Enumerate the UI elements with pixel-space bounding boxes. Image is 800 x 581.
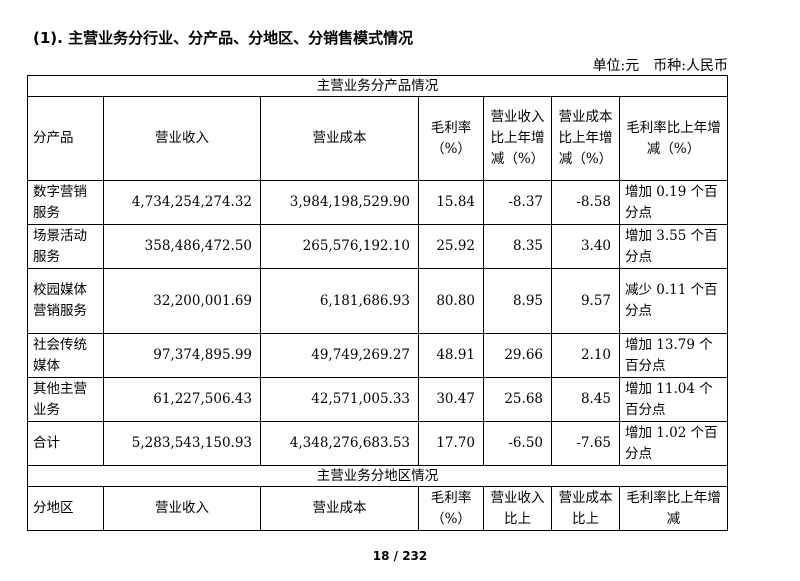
row-revenue-change: 25.68 (483, 377, 552, 422)
row-margin-change: 增加 3.55 个百分点 (618, 224, 729, 269)
row-revenue-change: -6.50 (483, 421, 552, 466)
row-cost-change: 9.57 (551, 268, 620, 334)
header-cost-change: 营业成本比上年增减（%） (551, 96, 620, 181)
table-row: 社会传统媒体 97,374,895.99 49,749,269.27 48.91… (27, 333, 729, 378)
table-row: 数字营销服务 4,734,254,274.32 3,984,198,529.90… (27, 180, 729, 225)
row-name: 数字营销服务 (27, 180, 104, 225)
header-product: 分产品 (27, 96, 104, 181)
row-revenue: 5,283,543,150.93 (103, 421, 261, 466)
row-margin-change: 增加 1.02 个百分点 (618, 421, 729, 466)
page-number: 18 / 232 (372, 549, 428, 563)
row-cost-change: 2.10 (551, 333, 620, 378)
unit-label: 单位:元 (592, 58, 640, 74)
row-revenue: 4,734,254,274.32 (103, 180, 261, 225)
product-section-title: 主营业务分产品情况 (26, 75, 729, 97)
product-section-title-row: 主营业务分产品情况 (26, 75, 729, 97)
row-cost-change: -7.65 (551, 421, 620, 466)
row-cost-change: 8.45 (551, 377, 620, 422)
row-margin: 17.70 (418, 421, 484, 466)
row-margin: 30.47 (418, 377, 484, 422)
row-cost: 4,348,276,683.53 (260, 421, 419, 466)
header-margin-change: 毛利率比上年增减 (618, 486, 729, 531)
row-cost: 265,576,192.10 (260, 224, 419, 269)
row-margin: 25.92 (418, 224, 484, 269)
table-row: 其他主营业务 61,227,506.43 42,571,005.33 30.47… (27, 377, 729, 422)
table-row: 校园媒体营销服务 32,200,001.69 6,181,686.93 80.8… (27, 268, 729, 334)
row-cost: 6,181,686.93 (260, 268, 419, 334)
product-header-row: 分产品 营业收入 营业成本 毛利率（%） 营业收入比上年增减（%） 营业成本比上… (27, 96, 729, 181)
header-revenue: 营业收入 (103, 96, 261, 181)
header-cost: 营业成本 (260, 96, 419, 181)
row-cost-change: -8.58 (551, 180, 620, 225)
row-revenue: 97,374,895.99 (103, 333, 261, 378)
row-name: 校园媒体营销服务 (27, 268, 104, 334)
header-cost-change: 营业成本比上 (551, 486, 620, 531)
header-margin: 毛利率（%） (418, 96, 484, 181)
header-revenue-change: 营业收入比上年增减（%） (483, 96, 552, 181)
row-margin: 15.84 (418, 180, 484, 225)
row-revenue-change: 29.66 (483, 333, 552, 378)
row-margin-change: 增加 13.79 个百分点 (618, 333, 729, 378)
row-margin-change: 增加 11.04 个百分点 (618, 377, 729, 422)
row-margin-change: 增加 0.19 个百分点 (618, 180, 729, 225)
row-name: 场景活动服务 (27, 224, 104, 269)
row-name: 合计 (27, 421, 104, 466)
row-margin: 48.91 (418, 333, 484, 378)
header-revenue-change: 营业收入比上 (483, 486, 552, 531)
row-margin-change: 减少 0.11 个百分点 (618, 268, 729, 334)
row-revenue: 32,200,001.69 (103, 268, 261, 334)
row-revenue-change: 8.35 (483, 224, 552, 269)
region-section-title: 主营业务分地区情况 (26, 465, 729, 487)
row-revenue: 61,227,506.43 (103, 377, 261, 422)
row-name: 社会传统媒体 (27, 333, 104, 378)
region-section-title-row: 主营业务分地区情况 (26, 465, 729, 487)
main-business-table: 主营业务分产品情况 分产品 营业收入 营业成本 毛利率（%） 营业收入比上年增减… (26, 75, 729, 531)
row-cost: 42,571,005.33 (260, 377, 419, 422)
row-name: 其他主营业务 (27, 377, 104, 422)
header-margin-change: 毛利率比上年增减（%） (618, 96, 729, 181)
table-row: 场景活动服务 358,486,472.50 265,576,192.10 25.… (27, 224, 729, 269)
header-cost: 营业成本 (260, 486, 419, 531)
currency-label: 币种:人民币 (653, 58, 728, 74)
row-revenue-change: -8.37 (483, 180, 552, 225)
total-row: 合计 5,283,543,150.93 4,348,276,683.53 17.… (27, 421, 729, 466)
row-revenue: 358,486,472.50 (103, 224, 261, 269)
row-revenue-change: 8.95 (483, 268, 552, 334)
unit-currency-line: 单位:元 币种:人民币 (579, 55, 728, 75)
header-margin: 毛利率（%） (418, 486, 484, 531)
region-header-row: 分地区 营业收入 营业成本 毛利率（%） 营业收入比上 营业成本比上 毛利率比上… (27, 486, 729, 531)
row-cost-change: 3.40 (551, 224, 620, 269)
header-revenue: 营业收入 (103, 486, 261, 531)
section-heading: (1). 主营业务分行业、分产品、分地区、分销售模式情况 (33, 29, 414, 47)
row-margin: 80.80 (418, 268, 484, 334)
header-region: 分地区 (27, 486, 104, 531)
row-cost: 49,749,269.27 (260, 333, 419, 378)
row-cost: 3,984,198,529.90 (260, 180, 419, 225)
